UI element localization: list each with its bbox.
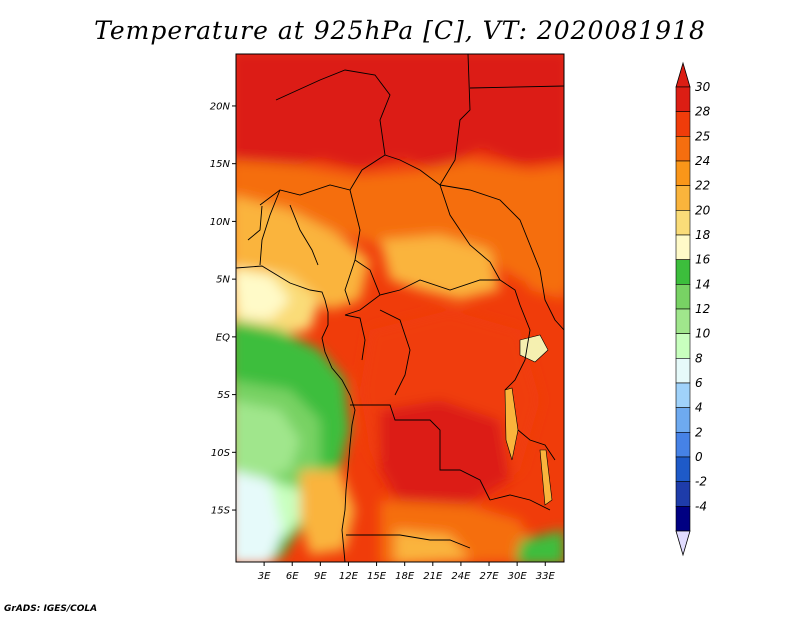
colorbar-swatch [675, 86, 691, 112]
longitude-axis: 3E 6E 9E 12E 15E 18E 21E 24E 27E 30E 33E [258, 562, 556, 582]
colorbar-level-label: -4 [695, 499, 707, 513]
lat-tick-label: 15S [211, 506, 231, 517]
region-congo-core [380, 400, 510, 510]
lon-tick-label: 27E [480, 571, 500, 582]
lon-tick-label: 21E [423, 571, 443, 582]
region-sahara [236, 54, 564, 170]
border-3 [469, 85, 564, 89]
border-12 [350, 404, 491, 501]
lake-malawi [539, 449, 553, 506]
colorbar-level-label: 30 [695, 80, 711, 94]
map-title: Temperature at 925hPa [C], VT: 202008191… [94, 16, 706, 45]
border-17 [517, 429, 556, 461]
region-coastal-pale [236, 270, 290, 320]
lon-tick-label: 12E [339, 571, 359, 582]
lat-tick-label: 10S [211, 448, 231, 459]
border-7 [439, 184, 531, 246]
lat-tick-label: 15N [210, 159, 231, 170]
footer-credit: GrADS: IGES/COLA [4, 604, 98, 614]
colorbar-swatch [675, 358, 691, 384]
colorbar-swatch [675, 136, 691, 162]
border-16 [529, 244, 564, 331]
colorbar-level-label: 25 [695, 129, 710, 143]
colorbar-swatch [675, 382, 691, 408]
lat-tick-label: 10N [210, 217, 231, 228]
lon-tick-label: 18E [395, 571, 415, 582]
coastline-west [236, 265, 356, 562]
lon-tick-label: 15E [367, 571, 387, 582]
colorbar-level-label: 0 [695, 450, 703, 464]
border-10 [379, 309, 411, 396]
border-14 [489, 494, 551, 511]
lon-tick-label: 9E [314, 571, 327, 582]
colorbar-swatch [675, 506, 691, 532]
border-19 [289, 204, 319, 266]
border-18 [259, 189, 281, 266]
lake-tanganyika [504, 387, 519, 461]
coast-and-borders [236, 54, 564, 562]
colorbar-swatch [675, 308, 691, 334]
lon-tick-label: 33E [536, 571, 556, 582]
region-se-green [515, 530, 564, 562]
colorbar-level-label: 20 [695, 203, 711, 217]
border-11 [344, 314, 366, 361]
region-angola-light [236, 401, 300, 480]
colorbar-level-label: 12 [695, 302, 710, 316]
colorbar-swatch [675, 259, 691, 285]
border-1 [275, 69, 391, 156]
border-13 [346, 534, 471, 549]
lat-tick-label: 5N [216, 275, 230, 286]
colorbar-swatch [675, 111, 691, 137]
colorbar-level-label: 18 [695, 228, 711, 242]
colorbar-swatch [675, 185, 691, 211]
colorbar-swatch [675, 234, 691, 260]
colorbar-level-label: 24 [695, 154, 710, 168]
colorbar-swatch [675, 407, 691, 433]
lon-tick-label: 6E [286, 571, 299, 582]
colorbar-swatch [675, 210, 691, 236]
lake-victoria [519, 334, 549, 363]
colorbar-swatch [675, 160, 691, 186]
region-namib-edge [270, 480, 300, 540]
colorbar-swatch [675, 481, 691, 507]
border-6 [384, 154, 501, 281]
colorbar-level-label: 4 [695, 401, 703, 415]
colorbar-bottom-triangle [675, 530, 691, 557]
latitude-axis: 20N 15N 10N 5N EQ 5S 10S 15S [210, 101, 236, 517]
colorbar-level-label: 14 [695, 277, 710, 291]
colorbar-level-label: 10 [695, 327, 711, 341]
region-east-hot [500, 180, 564, 300]
colorbar-swatch [675, 284, 691, 310]
region-south-yellow [395, 530, 470, 562]
lon-tick-label: 30E [508, 571, 528, 582]
lon-tick-label: 3E [258, 571, 271, 582]
colorbar-level-label: 22 [695, 179, 710, 193]
temperature-field [236, 54, 564, 562]
colorbar-top-triangle [675, 61, 691, 88]
colorbar-level-label: 6 [695, 376, 703, 390]
colorbar-level-label: -2 [695, 475, 707, 489]
border-15 [504, 304, 531, 391]
colorbar-swatch [675, 333, 691, 359]
border-20 [247, 205, 263, 241]
colorbar-swatch [675, 432, 691, 458]
map-frame [235, 53, 565, 563]
colorbar-swatch [675, 456, 691, 482]
colorbar-level-label: 2 [695, 425, 703, 439]
lat-tick-label: 20N [210, 101, 231, 112]
colorbar-level-label: 28 [695, 105, 711, 119]
lon-tick-label: 24E [451, 571, 471, 582]
lat-tick-label: EQ [216, 332, 230, 343]
border-9 [379, 279, 521, 306]
region-kalahari [300, 470, 355, 555]
colorbar-level-label: 16 [695, 253, 711, 267]
border-2 [439, 54, 471, 186]
colorbar-level-label: 8 [695, 351, 703, 365]
lat-tick-label: 5S [217, 390, 230, 401]
